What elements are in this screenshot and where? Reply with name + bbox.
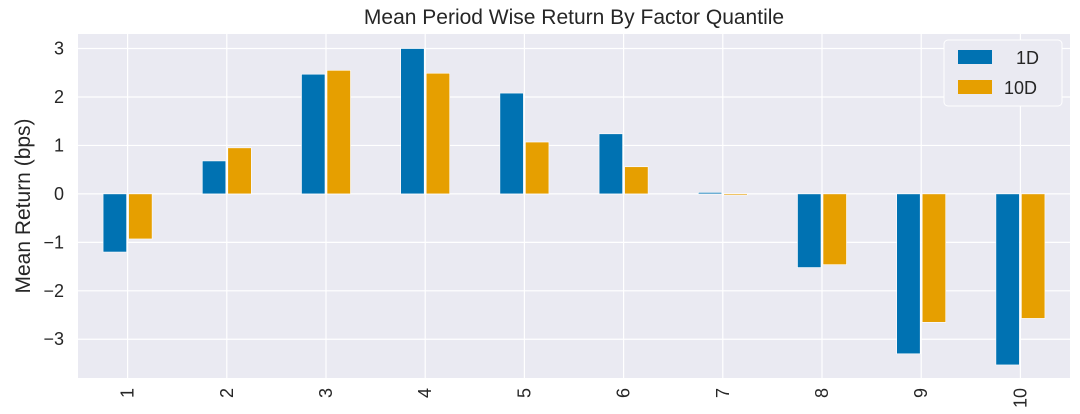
x-tick-label: 6 xyxy=(614,388,634,398)
legend-label-1d: 1D xyxy=(1016,48,1039,68)
legend-swatch-1d xyxy=(958,50,992,64)
bar-1d-q7 xyxy=(697,192,723,195)
bar-1d-q1 xyxy=(102,193,127,253)
legend: 1D 10D xyxy=(943,39,1063,107)
bar-10d-q7 xyxy=(723,193,748,196)
bar-10d-q1 xyxy=(128,193,153,240)
bar-10d-q10 xyxy=(1021,193,1046,319)
y-axis-label: Mean Return (bps) xyxy=(12,118,35,293)
bar-10d-q6 xyxy=(624,166,649,195)
x-tick-label: 1 xyxy=(118,388,138,398)
x-tick-label: 9 xyxy=(911,388,931,398)
bars xyxy=(102,48,1046,366)
x-tick-label: 5 xyxy=(514,388,534,398)
y-tick-label: 2 xyxy=(54,87,64,107)
x-tick-label: 10 xyxy=(1010,388,1030,408)
y-tick-label: 0 xyxy=(54,184,64,204)
y-tick-labels: 3 2 1 0 −1 −2 −3 xyxy=(43,39,64,350)
bar-10d-q9 xyxy=(921,193,947,323)
bar-1d-q6 xyxy=(598,133,623,195)
x-tick-label: 8 xyxy=(812,388,832,398)
bar-1d-q9 xyxy=(896,193,921,355)
x-tick-labels: 1 2 3 4 5 6 7 8 9 10 xyxy=(118,388,1031,408)
bar-10d-q3 xyxy=(326,70,351,195)
x-tick-label: 4 xyxy=(415,388,435,398)
y-tick-label: −1 xyxy=(43,232,64,252)
x-tick-label: 7 xyxy=(713,388,733,398)
chart-title: Mean Period Wise Return By Factor Quanti… xyxy=(364,6,784,29)
y-tick-label: 1 xyxy=(54,135,64,155)
legend-box xyxy=(943,39,1063,107)
bar-1d-q10 xyxy=(995,193,1020,366)
bar-1d-q5 xyxy=(499,92,524,195)
grid-lines xyxy=(78,34,1070,378)
bar-1d-q3 xyxy=(301,73,326,195)
legend-swatch-10d xyxy=(958,80,992,94)
y-tick-label: −3 xyxy=(43,329,64,349)
bar-1d-q8 xyxy=(797,193,822,268)
x-tick-label: 3 xyxy=(316,388,336,398)
bar-10d-q4 xyxy=(425,72,451,195)
y-tick-label: 3 xyxy=(54,39,64,59)
bar-10d-q8 xyxy=(822,193,847,265)
bar-10d-q2 xyxy=(227,147,252,195)
bar-1d-q4 xyxy=(400,48,425,195)
legend-label-10d: 10D xyxy=(1004,78,1037,98)
bar-10d-q5 xyxy=(525,141,550,195)
bar-1d-q2 xyxy=(202,160,227,195)
y-tick-label: −2 xyxy=(43,281,64,301)
x-tick-label: 2 xyxy=(217,388,237,398)
